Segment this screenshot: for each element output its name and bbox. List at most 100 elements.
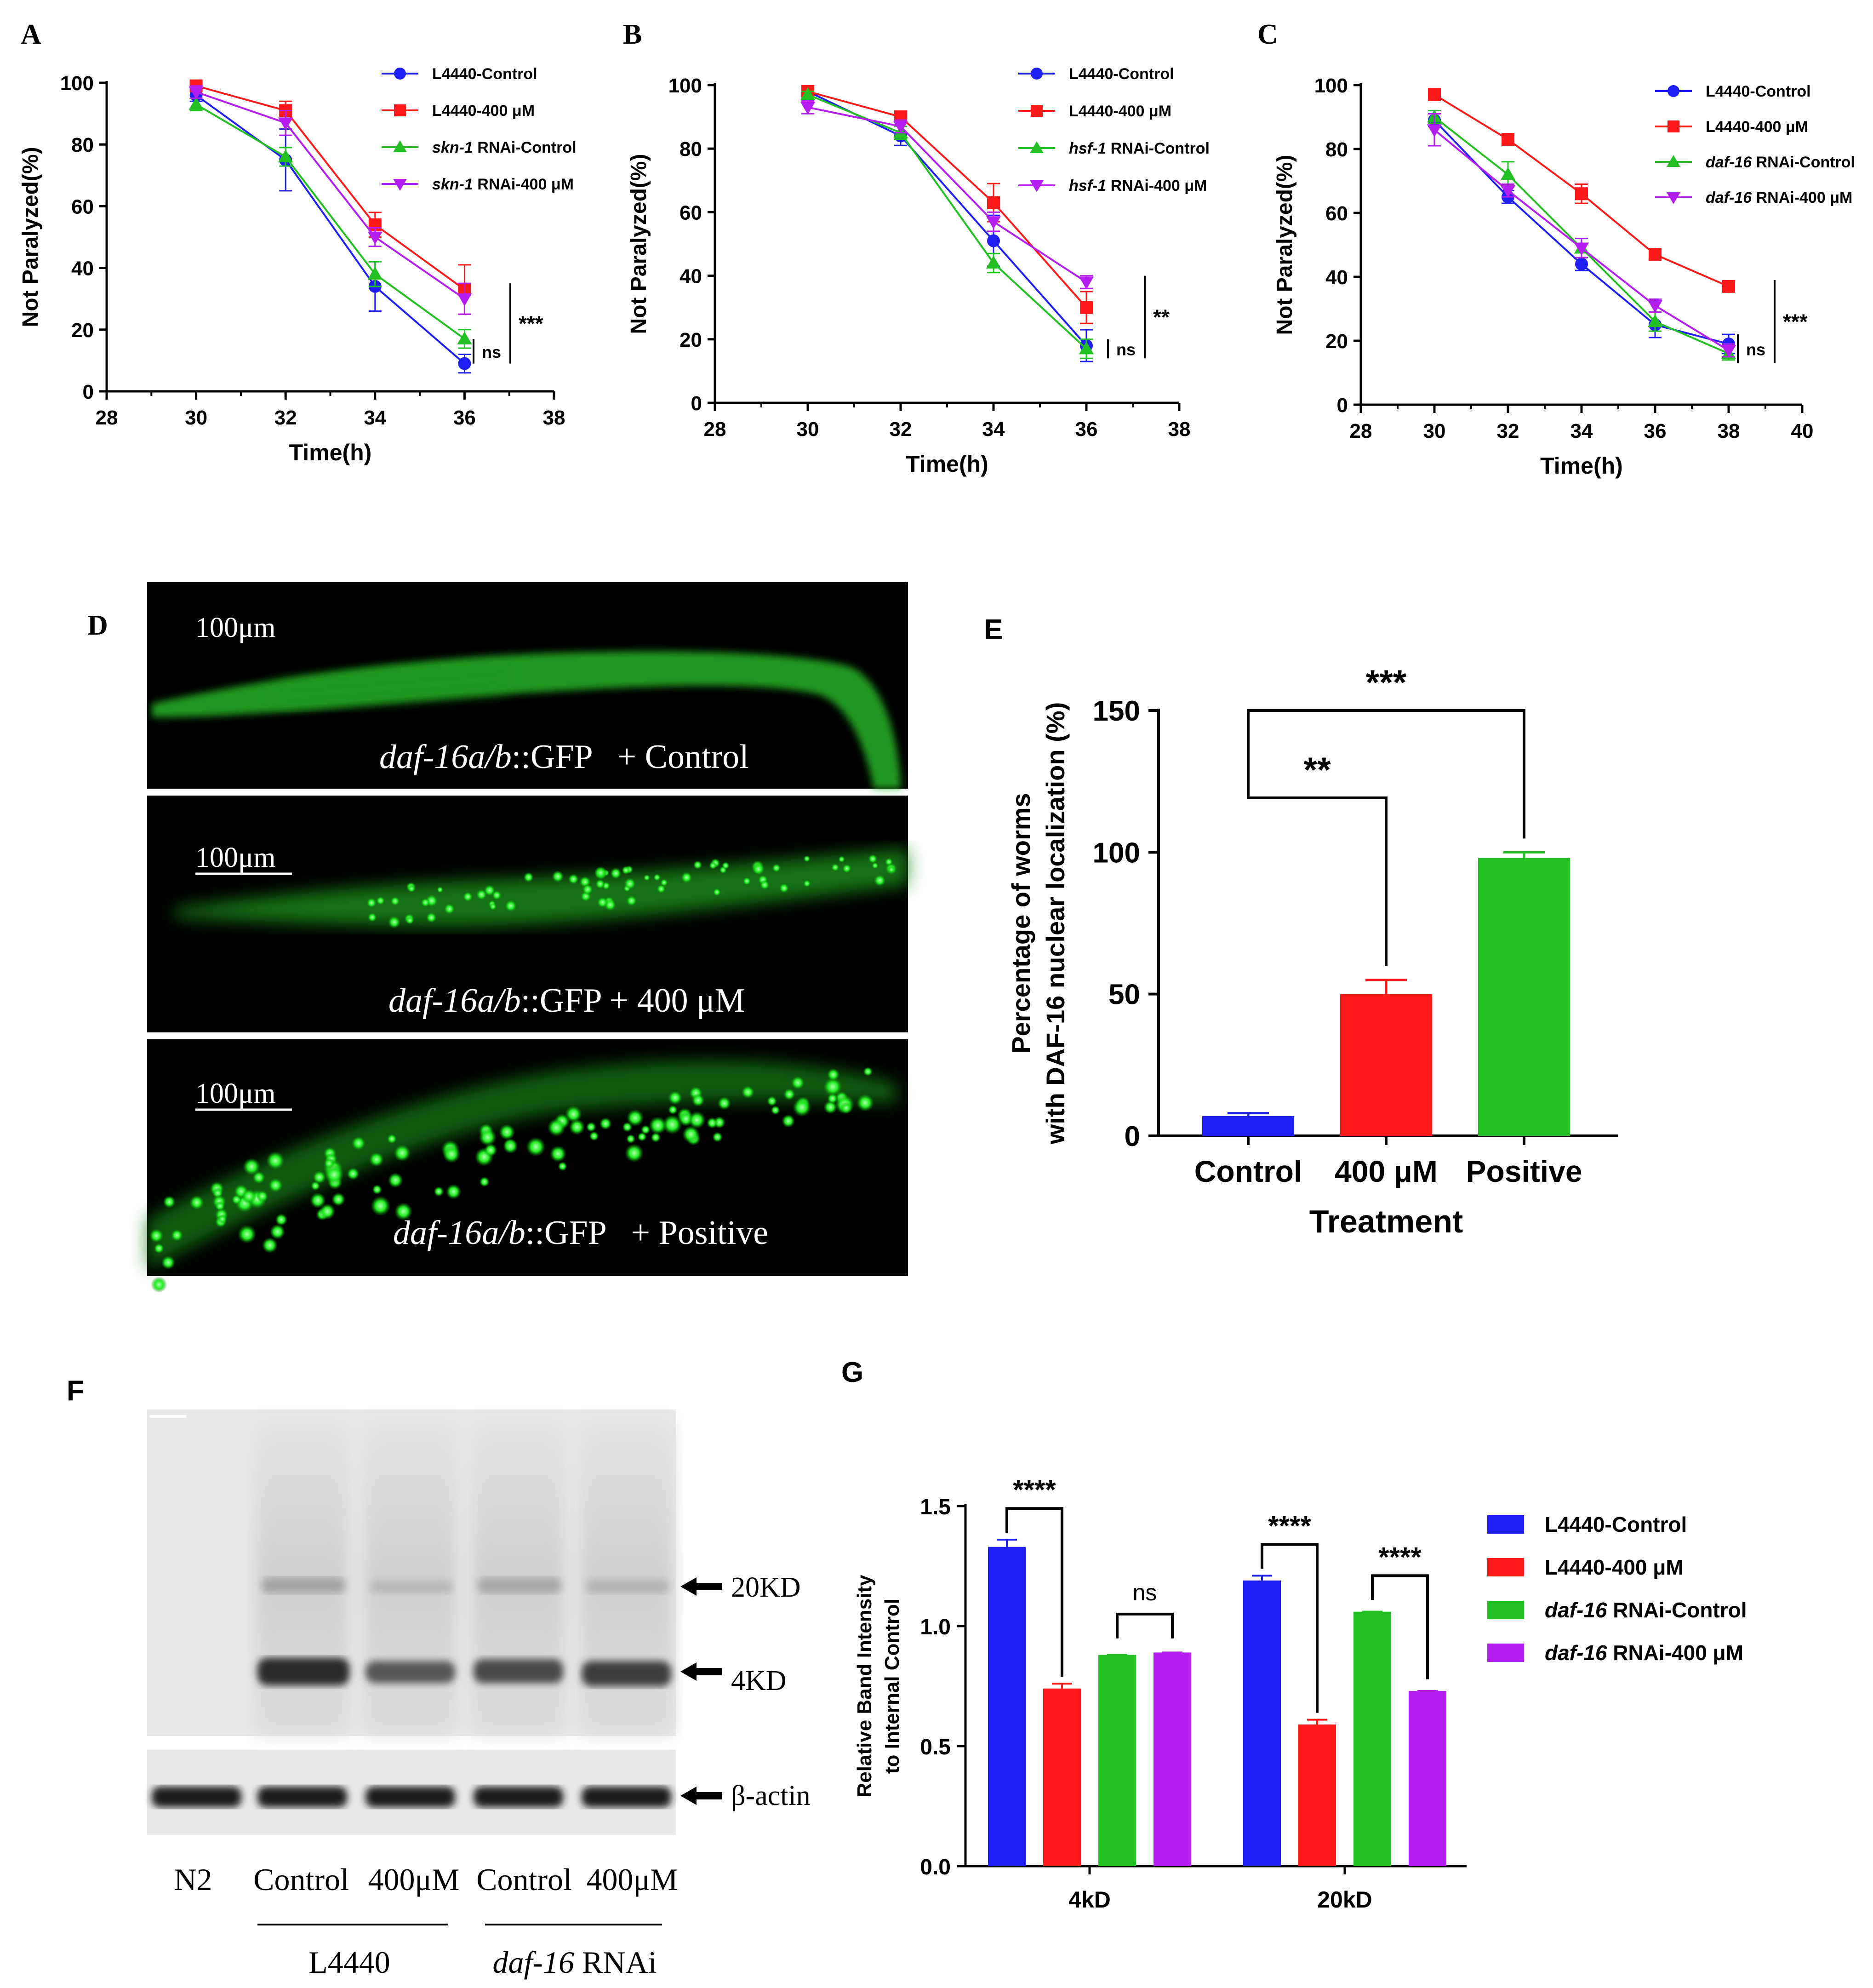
gfp-nucleus xyxy=(149,1228,164,1243)
legend-label: daf-16 RNAi-Control xyxy=(1706,154,1855,171)
gfp-nucleus xyxy=(637,1132,647,1142)
gfp-nucleus xyxy=(310,1192,326,1209)
y-tick-label: 20 xyxy=(71,319,94,342)
gfp-nucleus xyxy=(434,1186,444,1197)
significance-label: **** xyxy=(1378,1541,1422,1572)
legend-label: skn-1 RNAi-Control xyxy=(432,139,577,156)
gfp-nucleus xyxy=(827,1068,840,1081)
gfp-nucleus xyxy=(759,880,770,890)
gfp-nucleus xyxy=(437,886,444,893)
gfp-nucleus xyxy=(489,903,497,911)
blot-smear-lane5 xyxy=(579,1421,674,1734)
micrograph-caption-positive: daf-16a/b::GFP + Positive xyxy=(393,1214,768,1252)
gfp-nucleus xyxy=(874,874,886,887)
significance-label: *** xyxy=(519,311,543,335)
legend-marker xyxy=(1667,85,1679,97)
y-axis-label-line1: Percentage of worms xyxy=(1006,793,1035,1053)
data-point xyxy=(1647,314,1663,327)
legend-marker xyxy=(1031,68,1043,80)
legend-swatch xyxy=(1487,1601,1524,1619)
data-point xyxy=(188,86,204,100)
panel-label-g: G xyxy=(841,1357,863,1388)
data-point xyxy=(1721,344,1736,358)
gfp-nucleus xyxy=(445,1184,462,1200)
x-axis-label: Time(h) xyxy=(289,440,372,465)
significance-label: **** xyxy=(1268,1511,1311,1541)
bar xyxy=(1340,994,1432,1136)
y-tick-label: 20 xyxy=(1325,330,1348,353)
gfp-nucleus xyxy=(558,1161,567,1171)
gfp-nucleus xyxy=(408,885,416,893)
x-tick-label: 36 xyxy=(1075,418,1098,441)
gfp-nucleus xyxy=(856,1094,874,1112)
legend-label: L4440-400 μM xyxy=(1545,1555,1684,1579)
line-chart-b: 0 20 40 60 80 100 28 30 32 34 36 38 Time(h) Not Paral… xyxy=(627,65,1210,477)
gfp-nucleus xyxy=(651,1132,661,1143)
gfp-nucleus xyxy=(657,884,666,894)
bar xyxy=(1353,1611,1391,1866)
gfp-nucleus xyxy=(823,1100,838,1114)
significance-bracket xyxy=(1247,709,1525,839)
x-tick-label: Control xyxy=(1194,1154,1302,1188)
blot-bands-actin xyxy=(152,1787,671,1807)
gfp-nucleus xyxy=(372,1184,382,1195)
legend-marker xyxy=(393,140,407,153)
gfp-nucleus xyxy=(268,1178,283,1193)
data-point xyxy=(1079,276,1094,290)
gfp-nucleus xyxy=(266,1151,285,1170)
gfp-nucleus xyxy=(324,1158,335,1169)
y-tick-label: 0.5 xyxy=(920,1735,951,1759)
gfp-nucleus xyxy=(552,870,564,883)
gfp-nucleus xyxy=(610,867,622,879)
data-point xyxy=(457,331,472,344)
scale-bar-label-400um: 100μm xyxy=(195,842,275,873)
series-line xyxy=(1433,116,1729,355)
gfp-nucleus xyxy=(838,856,845,863)
blot-smear-lane3 xyxy=(363,1421,457,1734)
x-tick-label: 32 xyxy=(1497,420,1519,442)
gfp-nucleus xyxy=(484,1143,497,1157)
gfp-nucleus xyxy=(484,884,496,896)
x-tick-label: 30 xyxy=(185,407,207,429)
scale-bar-label-positive: 100μm xyxy=(195,1078,275,1109)
x-tick-label: 38 xyxy=(1168,418,1191,441)
bar xyxy=(1043,1688,1081,1866)
marker-label-20kd: 20KD xyxy=(731,1572,801,1603)
gfp-nucleus xyxy=(347,1167,360,1180)
gfp-nucleus xyxy=(171,1229,183,1242)
series-line xyxy=(1433,120,1729,345)
data-point xyxy=(986,216,1001,229)
legend-marker xyxy=(1030,180,1044,192)
data-point xyxy=(800,102,816,115)
gfp-nucleus xyxy=(717,1096,731,1110)
gfp-nucleus xyxy=(405,916,414,924)
gfp-nucleus xyxy=(526,1137,546,1157)
gfp-nucleus xyxy=(741,1085,754,1099)
legend-label: hsf-1 RNAi-Control xyxy=(1069,140,1210,157)
significance-bracket xyxy=(1371,1574,1429,1679)
gfp-nucleus xyxy=(624,877,636,890)
gfp-nucleus xyxy=(624,1143,644,1163)
gfp-nucleus xyxy=(569,1119,585,1135)
gfp-nucleus xyxy=(767,1096,777,1106)
significance-label-ns: ns xyxy=(1746,340,1765,359)
data-point xyxy=(1575,258,1588,271)
bar xyxy=(1202,1116,1294,1136)
legend-label: L4440-400 μM xyxy=(432,102,535,120)
gfp-nucleus xyxy=(376,896,385,905)
gfp-nucleus xyxy=(688,1111,706,1129)
blot-arrow-20kd xyxy=(680,1577,722,1596)
gfp-nucleus xyxy=(369,1152,384,1167)
gfp-nucleus xyxy=(387,1134,397,1144)
gfp-nucleus xyxy=(594,866,607,879)
y-tick-label: 80 xyxy=(1325,138,1348,161)
gfp-nucleus xyxy=(442,1145,461,1163)
gfp-nucleus xyxy=(779,883,789,894)
y-tick-label: 0 xyxy=(1337,394,1348,417)
y-tick-label: 50 xyxy=(1108,979,1140,1011)
gfp-nucleus xyxy=(367,912,377,922)
gfp-nucleus xyxy=(313,1170,326,1184)
gfp-nucleus xyxy=(691,1094,705,1107)
scale-bar-label-control: 100μm xyxy=(195,612,275,643)
gfp-nucleus xyxy=(582,884,593,895)
